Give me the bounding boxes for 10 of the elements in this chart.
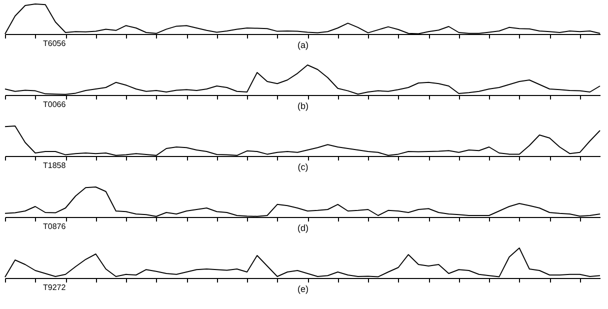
x-axis-title: (c): [298, 162, 308, 172]
text: T6056: [43, 39, 66, 48]
x-axis-title: (a): [298, 40, 308, 50]
text: T0066: [43, 100, 66, 109]
x-axis-title: (e): [298, 284, 308, 294]
x-axis-title: (b): [298, 101, 308, 111]
x-axis-title: (d): [298, 223, 308, 233]
text: T0876: [43, 222, 66, 231]
text: T1858: [43, 161, 66, 170]
text: T9272: [43, 283, 66, 292]
